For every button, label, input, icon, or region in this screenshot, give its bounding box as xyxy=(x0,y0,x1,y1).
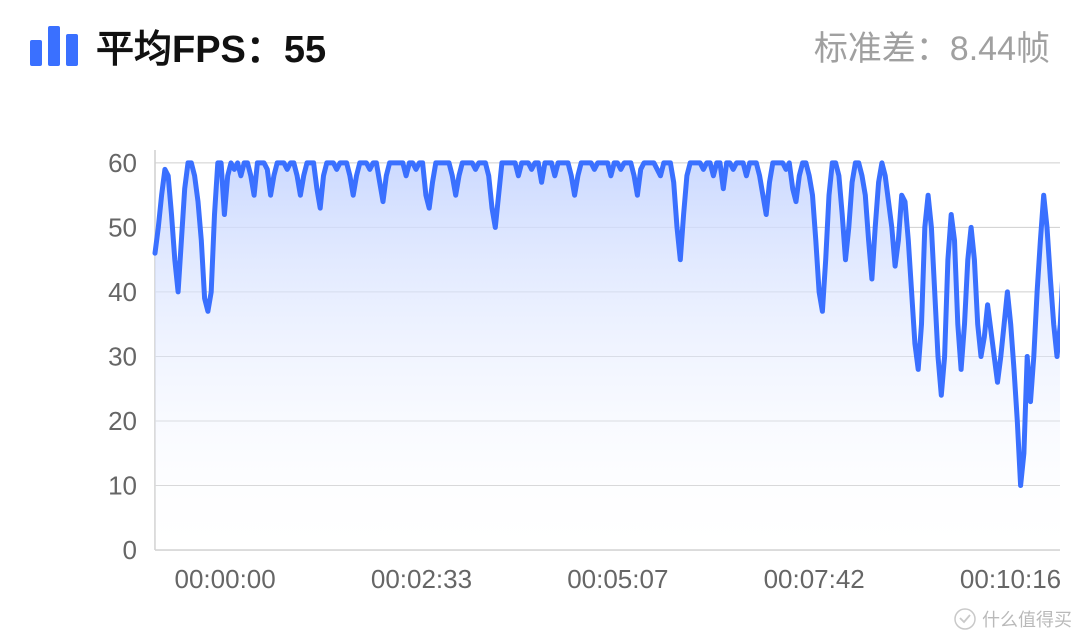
svg-text:0: 0 xyxy=(123,535,137,565)
svg-text:60: 60 xyxy=(108,150,137,178)
bar-chart-icon xyxy=(30,26,78,66)
svg-text:10: 10 xyxy=(108,470,137,500)
svg-text:00:02:33: 00:02:33 xyxy=(371,564,472,594)
svg-text:00:05:07: 00:05:07 xyxy=(567,564,668,594)
page-title: 平均FPS：55 xyxy=(96,18,326,73)
svg-text:50: 50 xyxy=(108,212,137,242)
svg-text:00:10:16: 00:10:16 xyxy=(960,564,1060,594)
svg-text:20: 20 xyxy=(108,406,137,436)
header-left: 平均FPS：55 xyxy=(30,18,326,73)
svg-text:00:07:42: 00:07:42 xyxy=(764,564,865,594)
fps-chart: 0 10 20 30 40 50 60 00:00:00 00:02:33 00:05:07 00:… xyxy=(30,150,1060,610)
svg-text:40: 40 xyxy=(108,277,137,307)
header: 平均FPS：55 标准差：8.44帧 xyxy=(0,0,1080,83)
stddev-label: 标准差：8.44帧 xyxy=(814,21,1050,70)
svg-text:00:00:00: 00:00:00 xyxy=(175,564,276,594)
svg-text:30: 30 xyxy=(108,341,137,371)
